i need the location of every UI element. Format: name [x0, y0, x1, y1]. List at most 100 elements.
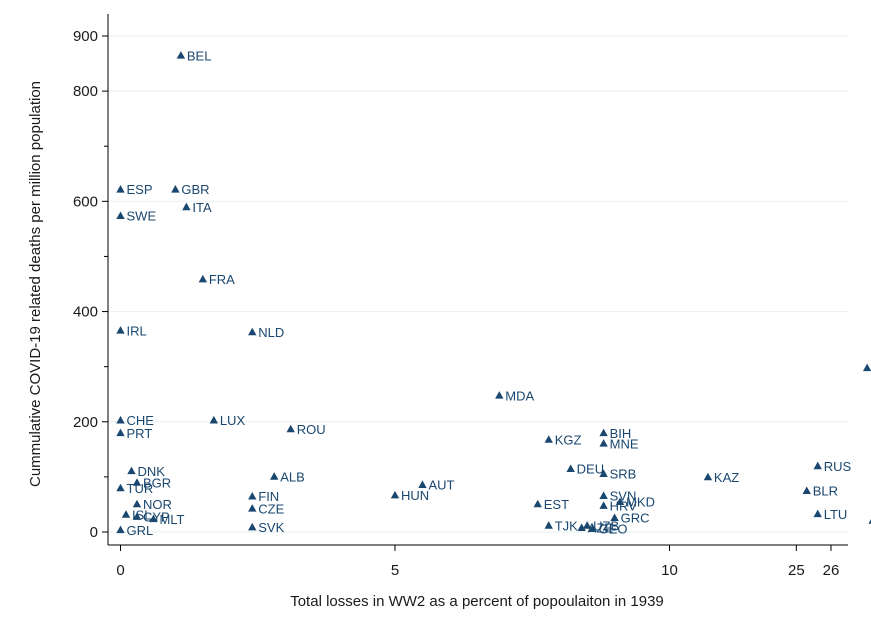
y-tick-label: 600 — [73, 193, 98, 210]
point-marker — [703, 472, 713, 481]
point-label: LTU — [824, 507, 848, 522]
point-marker — [116, 326, 125, 334]
point-label: TJK — [555, 518, 578, 533]
point-marker — [116, 185, 125, 193]
point-label: GRL — [127, 523, 154, 538]
point-label: ALB — [280, 469, 305, 484]
point-marker — [248, 522, 257, 531]
point-marker — [599, 491, 608, 499]
point-marker — [286, 424, 295, 433]
point-label: UZB — [593, 518, 619, 533]
point-marker — [171, 185, 180, 193]
y-tick-label: 0 — [90, 524, 98, 541]
point-label: SRB — [610, 467, 637, 482]
point-marker — [599, 428, 608, 437]
point-label: CYP — [143, 510, 170, 525]
point-marker — [116, 525, 125, 534]
y-tick-label: 800 — [73, 83, 98, 100]
point-marker — [588, 524, 597, 533]
point-label: MDA — [505, 388, 534, 403]
point-marker — [802, 486, 811, 495]
point-marker — [599, 501, 608, 509]
point-marker — [418, 480, 427, 488]
x-tick-label: 5 — [391, 562, 399, 579]
point-marker — [533, 499, 542, 508]
point-label: RUS — [824, 459, 852, 474]
point-marker — [868, 519, 871, 524]
point-marker — [121, 510, 131, 518]
point-marker — [116, 415, 125, 424]
point-label: DEU — [577, 462, 604, 477]
point-label: IRL — [127, 323, 147, 338]
point-marker — [248, 504, 257, 512]
point-label: HUN — [401, 488, 429, 503]
point-label: FIN — [258, 489, 279, 504]
point-label: CHE — [127, 413, 155, 428]
point-label: GBR — [181, 182, 209, 197]
point-label: HRV — [610, 499, 638, 514]
axes: 0200400600800900051015202526 — [73, 14, 848, 579]
point-marker — [209, 415, 219, 424]
point-marker — [599, 469, 608, 477]
y-axis-title: Cummulative COVID-19 related deaths per … — [27, 81, 44, 487]
gridlines — [108, 35, 848, 533]
x-tick-label: 10 — [661, 562, 678, 579]
x-axis-title: Total losses in WW2 as a percent of popo… — [290, 593, 664, 610]
data-points: BELESPGBRITASWEFRAIRLNLDARMMDACHELUXROUP… — [116, 48, 871, 538]
point-marker — [390, 490, 400, 499]
point-label: MLT — [159, 512, 184, 527]
point-label: EST — [544, 497, 569, 512]
point-label: BLR — [813, 484, 838, 499]
x-tick-label: 0 — [116, 562, 124, 579]
point-marker — [182, 202, 191, 211]
point-label: KGZ — [555, 432, 582, 447]
point-label: SWE — [127, 209, 157, 224]
point-marker — [615, 497, 625, 506]
point-label: DNK — [137, 464, 165, 479]
point-marker — [599, 439, 608, 447]
point-label: GRC — [621, 511, 650, 526]
point-label: MKD — [626, 495, 655, 510]
point-label: TUR — [127, 481, 154, 496]
point-label: ITA — [192, 200, 212, 215]
point-marker — [176, 51, 186, 59]
point-marker — [198, 274, 208, 283]
point-marker — [813, 461, 822, 470]
point-label: SVK — [258, 520, 284, 535]
point-marker — [495, 391, 504, 399]
point-label: MNE — [610, 436, 639, 451]
point-label: ESP — [127, 182, 153, 197]
point-label: NLD — [258, 325, 284, 340]
point-label: GEO — [599, 522, 628, 537]
point-marker — [862, 363, 871, 372]
point-marker — [127, 466, 136, 475]
point-marker — [116, 211, 125, 220]
point-marker — [270, 472, 279, 480]
point-marker — [544, 435, 553, 443]
point-label: KAZ — [714, 470, 739, 485]
point-label: CZE — [258, 501, 284, 516]
point-marker — [566, 464, 575, 472]
point-label: AUT — [428, 478, 454, 493]
y-tick-label: 900 — [73, 28, 98, 45]
point-marker — [132, 499, 142, 508]
point-label: LUX — [220, 413, 246, 428]
point-label: FRA — [209, 272, 235, 287]
point-marker — [582, 521, 592, 529]
point-label: BIH — [610, 426, 632, 441]
point-marker — [132, 512, 142, 520]
point-marker — [248, 327, 257, 336]
y-tick-label: 400 — [73, 304, 98, 321]
point-label: NOR — [143, 497, 172, 512]
point-marker — [813, 509, 822, 518]
point-marker — [610, 513, 619, 522]
point-marker — [132, 478, 142, 486]
point-marker — [149, 514, 158, 523]
y-tick-label: 200 — [73, 414, 98, 431]
x-tick-label: 26 — [823, 562, 840, 579]
point-marker — [544, 521, 553, 529]
point-marker — [248, 491, 257, 500]
point-marker — [116, 428, 125, 437]
